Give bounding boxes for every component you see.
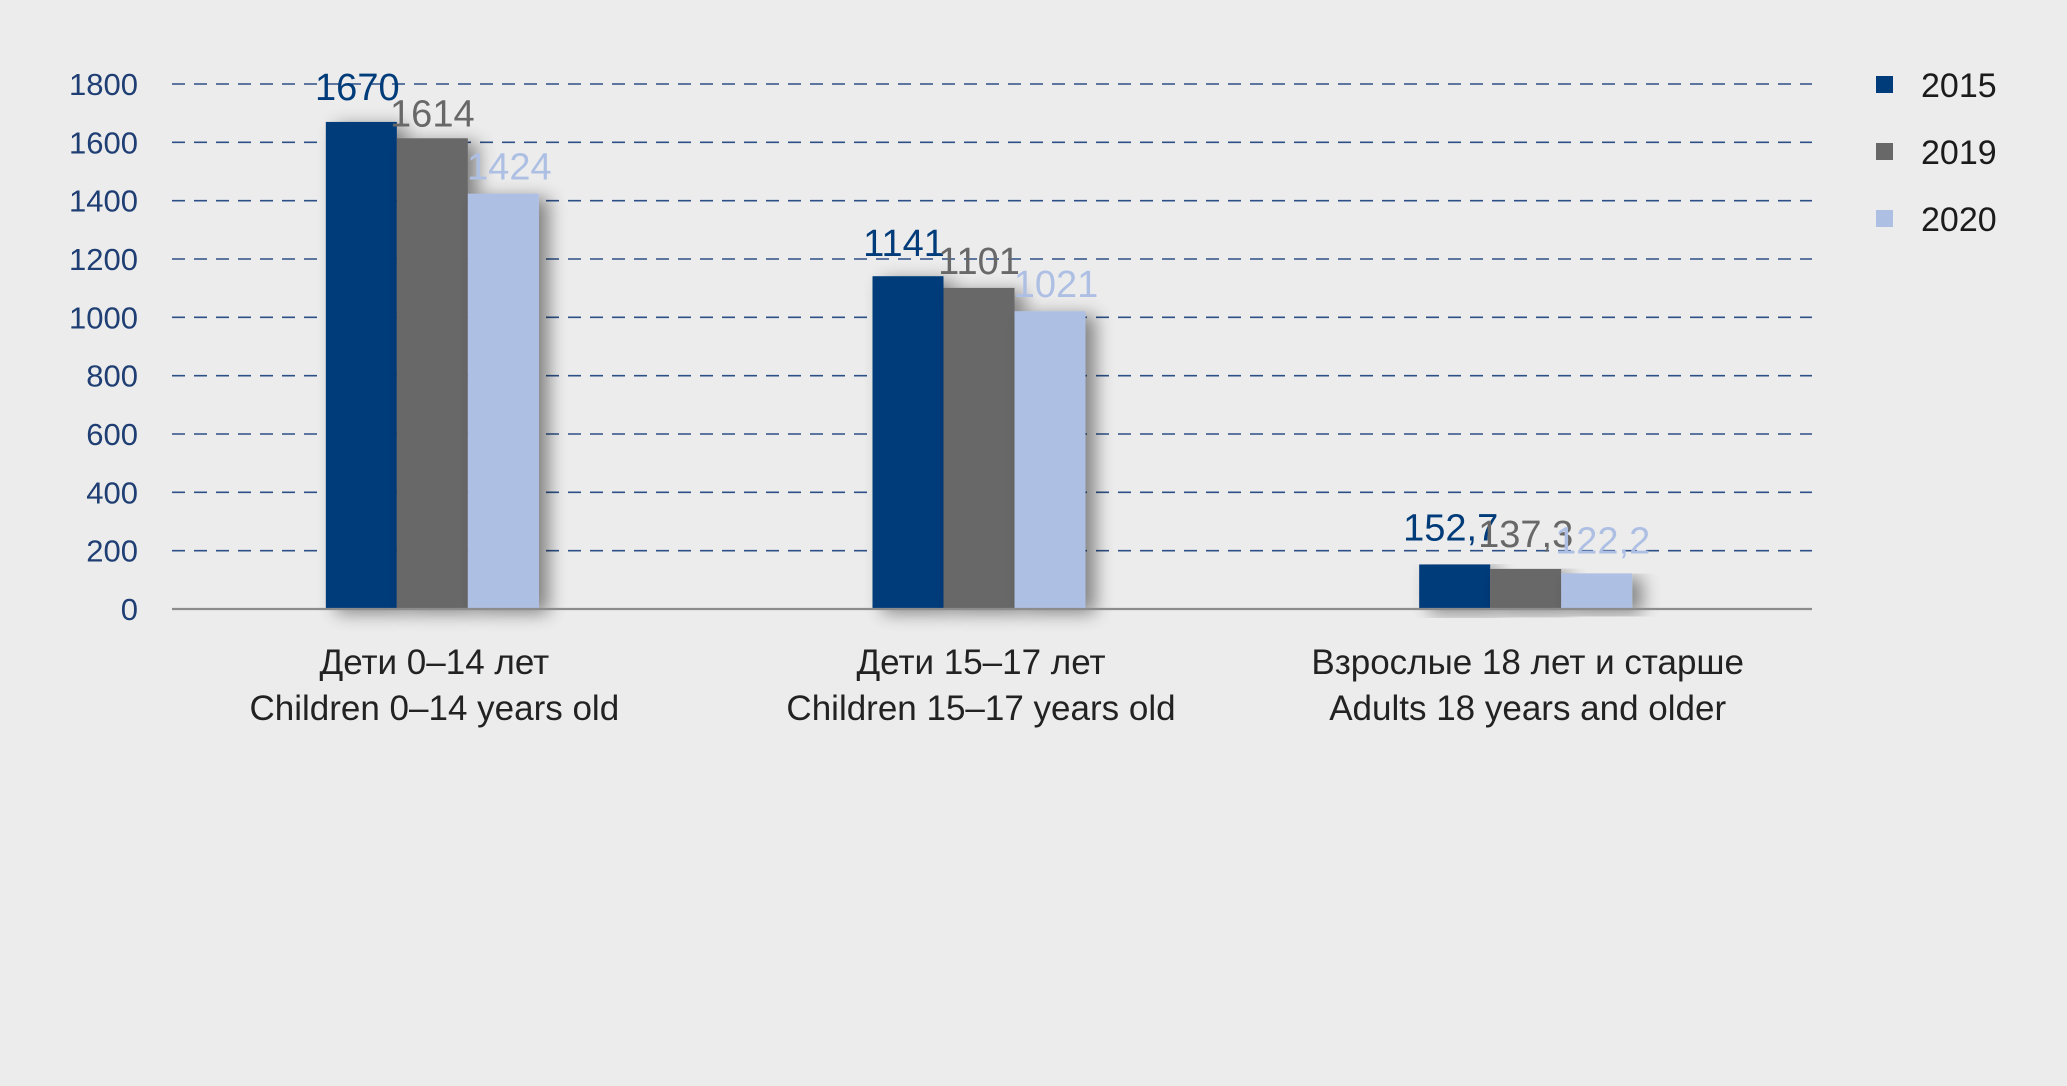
data-label-2020-1: 1021	[1014, 264, 1099, 306]
y-tick-label: 1200	[69, 242, 138, 277]
data-label-2020-2: 122,2	[1555, 520, 1650, 562]
y-tick-label: 1800	[69, 67, 138, 102]
y-tick-label: 1400	[69, 184, 138, 219]
data-label-2019-2: 137,3	[1478, 514, 1573, 556]
y-tick-label: 1000	[69, 300, 138, 335]
bar-2019-0	[396, 138, 468, 609]
category-label-1-line-1: Children 15–17 years old	[786, 689, 1175, 728]
bar-2019-2	[1490, 568, 1562, 609]
category-label-2-line-0: Взрослые 18 лет и старше	[1311, 643, 1744, 682]
bars	[325, 121, 1633, 610]
data-label-2019-1: 1101	[938, 241, 1020, 283]
category-label-2-line-1: Adults 18 years and older	[1329, 689, 1726, 728]
legend-swatch-2020	[1876, 210, 1893, 227]
bar-2015-0	[325, 121, 397, 610]
y-axis: 0 200 400 600 800 1000 1200 1400 1600 1800	[69, 67, 138, 627]
bar-2020-0	[467, 193, 539, 609]
y-tick-label: 1600	[69, 125, 138, 160]
category-label-0-line-1: Children 0–14 years old	[249, 689, 619, 728]
data-label-2020-0: 1424	[467, 147, 552, 189]
bar-2015-1	[872, 276, 944, 609]
y-tick-label: 400	[86, 475, 138, 510]
bar-2019-1	[943, 287, 1015, 609]
bar-2020-1	[1014, 311, 1086, 609]
legend-label-2020: 2020	[1921, 201, 1997, 239]
legend-label-2015: 2015	[1921, 67, 1997, 105]
legend-swatch-2019	[1876, 143, 1893, 160]
legend-label-2019: 2019	[1921, 134, 1997, 172]
y-tick-label: 0	[121, 592, 138, 627]
data-label-2015-1: 1141	[863, 223, 945, 265]
y-tick-label: 800	[86, 359, 138, 394]
category-label-1-line-0: Дети 15–17 лет	[856, 643, 1105, 682]
bar-2015-2	[1419, 564, 1491, 609]
y-tick-label: 200	[86, 534, 138, 569]
y-tick-label: 600	[86, 417, 138, 452]
category-label-0-line-0: Дети 0–14 лет	[320, 643, 550, 682]
legend-swatch-2015	[1876, 76, 1893, 93]
x-axis: Дети 0–14 лет Children 0–14 years old Дети…	[172, 607, 1812, 728]
legend: 2015 2019 2020	[1876, 67, 1997, 239]
data-label-2015-0: 1670	[315, 67, 400, 109]
data-label-2019-0: 1614	[390, 93, 475, 135]
bar-2020-2	[1561, 573, 1633, 609]
data-label-2015-2: 152,7	[1403, 507, 1498, 549]
